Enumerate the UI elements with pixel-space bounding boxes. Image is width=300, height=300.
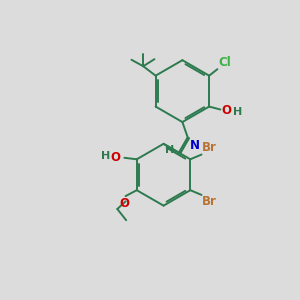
Text: O: O xyxy=(119,197,129,210)
Text: O: O xyxy=(221,104,231,117)
Text: H: H xyxy=(165,145,175,155)
Text: O: O xyxy=(111,151,121,164)
Text: Br: Br xyxy=(202,141,217,154)
Text: H: H xyxy=(101,151,110,161)
Text: Br: Br xyxy=(202,196,217,208)
Text: Cl: Cl xyxy=(218,56,231,69)
Text: H: H xyxy=(233,106,243,117)
Text: N: N xyxy=(190,139,200,152)
